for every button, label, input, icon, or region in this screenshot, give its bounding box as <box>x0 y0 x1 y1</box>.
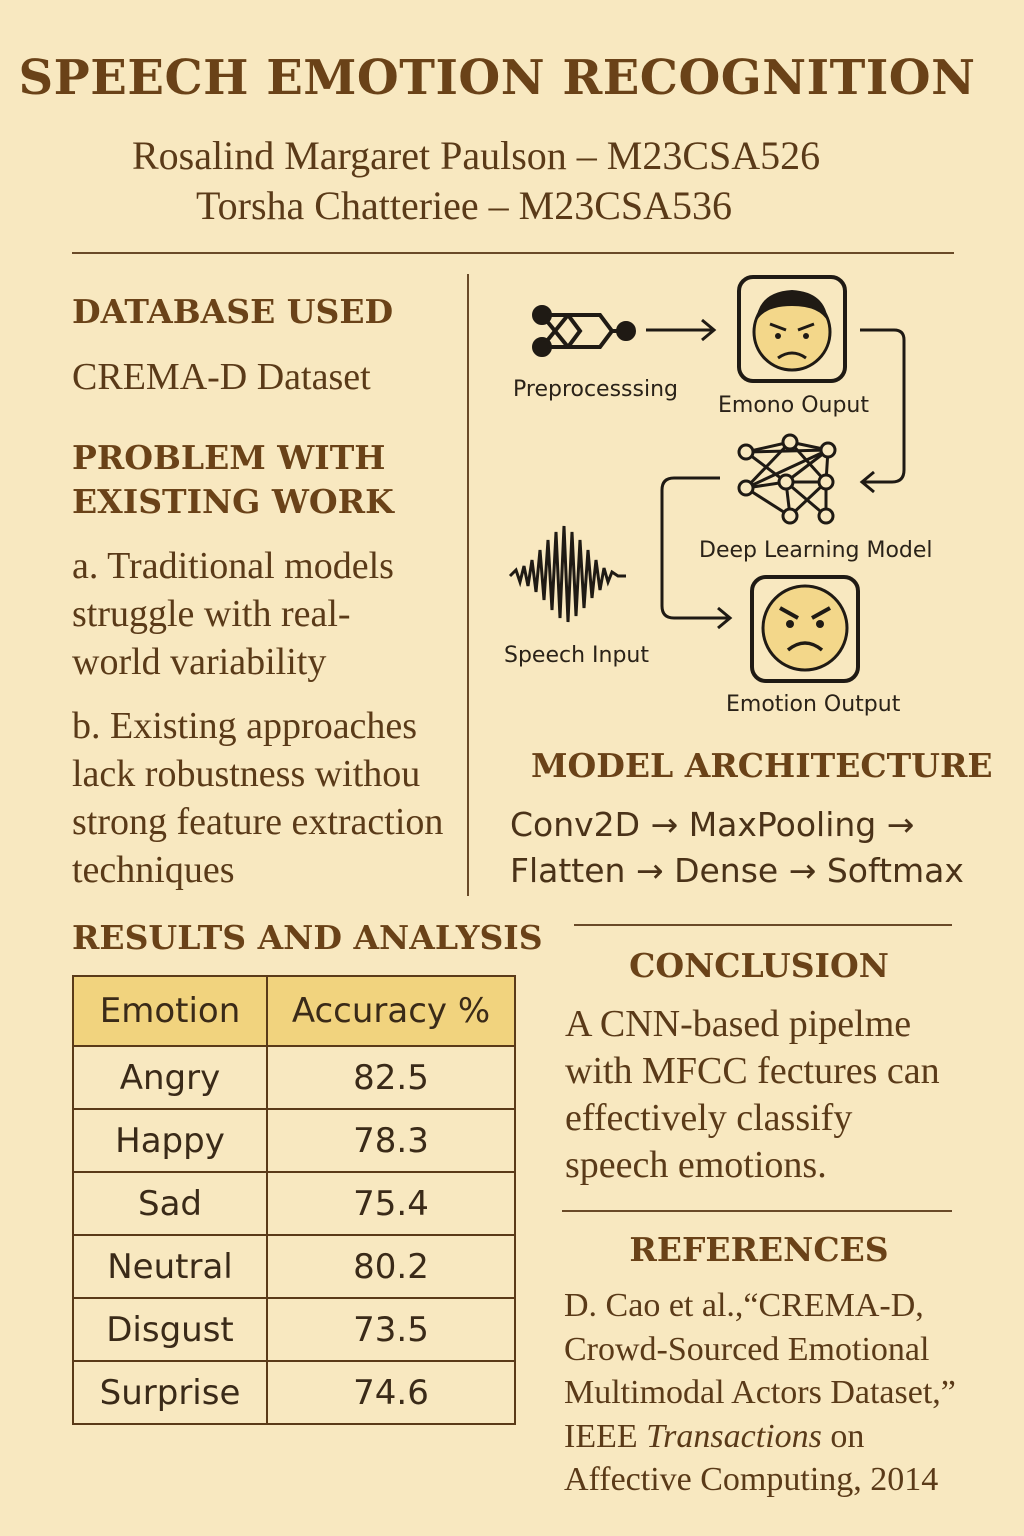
reference-line: Crowd-Sourced Emotional <box>564 1330 930 1368</box>
pipeline-diagram <box>508 275 906 683</box>
reference-journal-suffix: on <box>821 1417 865 1455</box>
table-header-row: Emotion Accuracy % <box>72 975 516 1047</box>
table-row: Happy 78.3 <box>72 1108 516 1173</box>
problem-heading-line-1: PROBLEM WITH <box>72 438 386 477</box>
emotion-output-label: Emotion Output <box>726 692 901 717</box>
reference-journal-italic: Transactions <box>646 1417 822 1455</box>
conclusion-text: A CNN-based pipelme with MFCC fectures c… <box>565 1003 940 1186</box>
table-row: Neutral 80.2 <box>72 1234 516 1299</box>
emotion-cell: Angry <box>72 1045 268 1110</box>
reference-line: Affective Computing, 2014 <box>564 1461 939 1498</box>
accuracy-cell: 82.5 <box>266 1045 516 1110</box>
angry-emoji-icon <box>750 575 860 683</box>
table-row: Angry 82.5 <box>72 1045 516 1110</box>
accuracy-cell: 78.3 <box>266 1108 516 1173</box>
accuracy-cell: 75.4 <box>266 1171 516 1236</box>
results-table: Emotion Accuracy % Angry 82.5 Happy 78.3… <box>72 975 516 1425</box>
header-divider <box>72 252 954 254</box>
problem-point-a: a. Traditional models struggle with real… <box>72 545 394 683</box>
table-row: Sad 75.4 <box>72 1171 516 1236</box>
deep-learning-model-label: Deep Learning Model <box>699 538 933 563</box>
column-divider <box>467 274 469 896</box>
neural-network-icon <box>737 433 837 525</box>
sound-wave-icon <box>508 525 626 623</box>
poster-title: SPEECH EMOTION RECOGNITION <box>18 50 976 106</box>
emotion-cell: Sad <box>72 1171 268 1236</box>
speech-input-label: Speech Input <box>504 643 649 668</box>
reference-journal-prefix: IEEE <box>564 1417 647 1455</box>
arrow-right-icon <box>646 318 717 342</box>
preprocessing-label: Preprocesssing <box>513 377 678 402</box>
references-heading: REFERENCES <box>629 1230 889 1269</box>
angry-man-face-icon <box>737 275 847 383</box>
database-heading: DATABASE USED <box>72 292 394 331</box>
reference-line: D. Cao et al.,“CREMA-D, <box>564 1287 924 1324</box>
database-text: CREMA-D Dataset <box>72 356 371 398</box>
references-text: D. Cao et al.,“CREMA-D, Crowd-Sourced Em… <box>564 1284 956 1502</box>
emotion-cell: Disgust <box>72 1297 268 1362</box>
table-row: Surprise 74.6 <box>72 1360 516 1425</box>
network-preprocessing-icon <box>532 305 636 357</box>
emono-output-label: Emono Ouput <box>718 393 869 418</box>
reference-line: Multimodal Actors Dataset,” <box>564 1374 956 1411</box>
column-header-emotion: Emotion <box>72 975 268 1047</box>
emotion-cell: Happy <box>72 1108 268 1173</box>
problem-point-b: b. Existing approaches lack robustness w… <box>72 705 444 891</box>
author-line-2: Torsha Chatteriee – M23CSA536 <box>196 183 733 228</box>
results-heading: RESULTS AND ANALYSIS <box>72 918 543 957</box>
reference-line: IEEE Transactions on <box>564 1415 956 1459</box>
accuracy-cell: 73.5 <box>266 1297 516 1362</box>
table-row: Disgust 73.5 <box>72 1297 516 1362</box>
connector-down-icon <box>859 328 906 494</box>
accuracy-cell: 74.6 <box>266 1360 516 1425</box>
author-line-1: Rosalind Margaret Paulson – M23CSA526 <box>132 133 821 178</box>
emotion-cell: Neutral <box>72 1234 268 1299</box>
problem-heading-line-2: EXISTING WORK <box>72 482 394 521</box>
architecture-line-2: Flatten → Dense → Softmax <box>510 851 964 890</box>
architecture-heading: MODEL ARCHITECTURE <box>531 746 993 785</box>
conclusion-heading: CONCLUSION <box>629 946 889 985</box>
column-header-accuracy: Accuracy % <box>266 975 516 1047</box>
references-divider <box>562 1210 952 1212</box>
architecture-line-1: Conv2D → MaxPooling → <box>510 805 915 844</box>
conclusion-divider <box>574 924 952 926</box>
emotion-cell: Surprise <box>72 1360 268 1425</box>
accuracy-cell: 80.2 <box>266 1234 516 1299</box>
connector-right-icon <box>660 476 733 630</box>
